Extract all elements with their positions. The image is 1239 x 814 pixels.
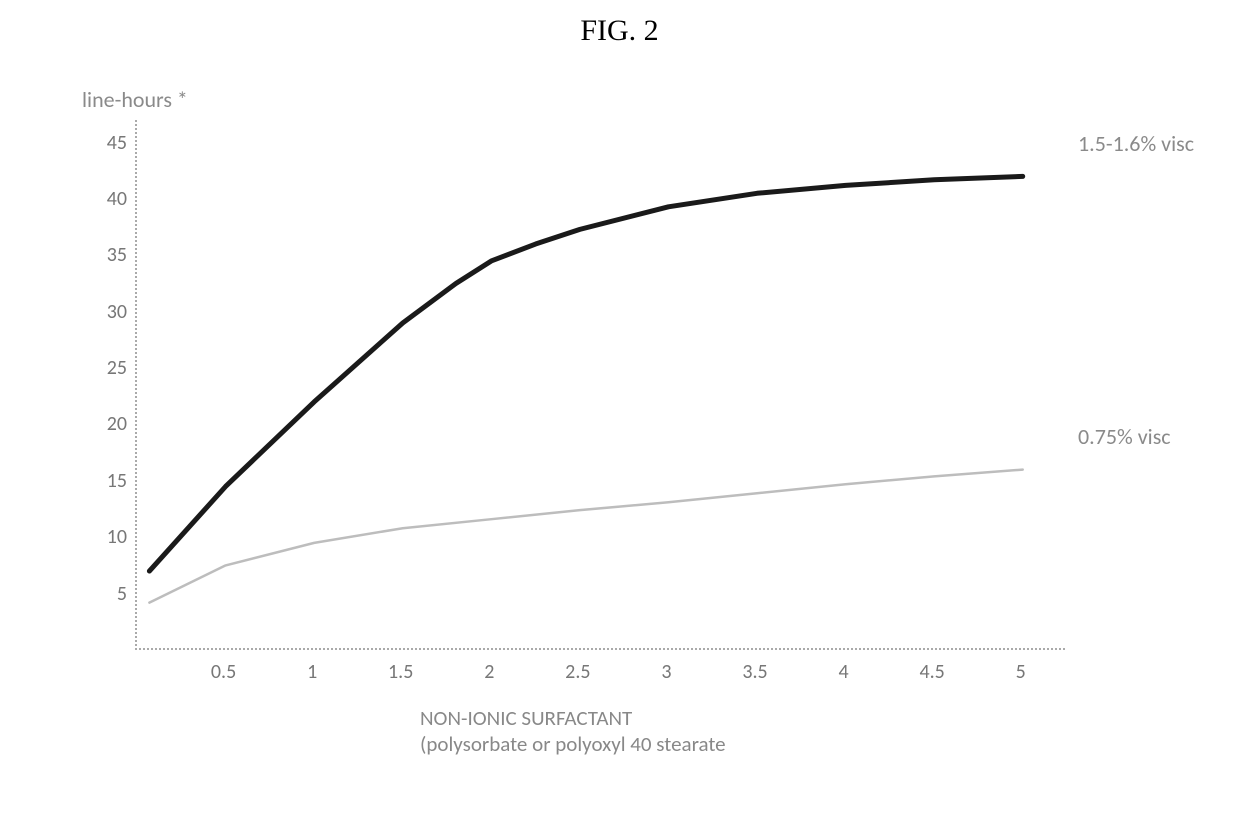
figure-title: FIG. 2 — [0, 14, 1239, 48]
x-tick-label: 2.5 — [565, 660, 590, 684]
y-tick-label: 30 — [87, 300, 127, 324]
y-tick-label: 45 — [87, 131, 127, 155]
y-tick-label: 25 — [87, 356, 127, 380]
x-tick-label: 3 — [661, 660, 671, 684]
x-tick-label: 3.5 — [742, 660, 767, 684]
y-tick-label: 5 — [87, 582, 127, 606]
y-tick-label: 15 — [87, 469, 127, 493]
y-tick-label: 20 — [87, 412, 127, 436]
x-axis-label-line1: NON-IONIC SURFACTANT — [420, 705, 726, 731]
series-line — [149, 176, 1022, 571]
y-tick-label: 40 — [87, 187, 127, 211]
x-tick-label: 5 — [1016, 660, 1026, 684]
y-tick-label: 10 — [87, 525, 127, 549]
series-line — [149, 470, 1022, 603]
plot-area — [135, 120, 1065, 650]
x-tick-label: 0.5 — [211, 660, 236, 684]
chart-svg — [137, 120, 1067, 650]
series-label: 1.5-1.6% visc — [1078, 130, 1194, 157]
x-tick-label: 2 — [484, 660, 494, 684]
y-tick-label: 35 — [87, 243, 127, 267]
y-axis-label: line-hours * — [82, 86, 188, 113]
x-axis-label: NON-IONIC SURFACTANT (polysorbate or pol… — [420, 705, 726, 757]
x-tick-label: 1 — [307, 660, 317, 684]
figure-container: FIG. 2 line-hours * 51015202530354045 0.… — [0, 0, 1239, 814]
x-tick-label: 4 — [838, 660, 848, 684]
x-tick-label: 1.5 — [388, 660, 413, 684]
x-axis-label-line2: (polysorbate or polyoxyl 40 stearate — [420, 731, 726, 757]
x-tick-label: 4.5 — [919, 660, 944, 684]
series-label: 0.75% visc — [1078, 423, 1171, 450]
